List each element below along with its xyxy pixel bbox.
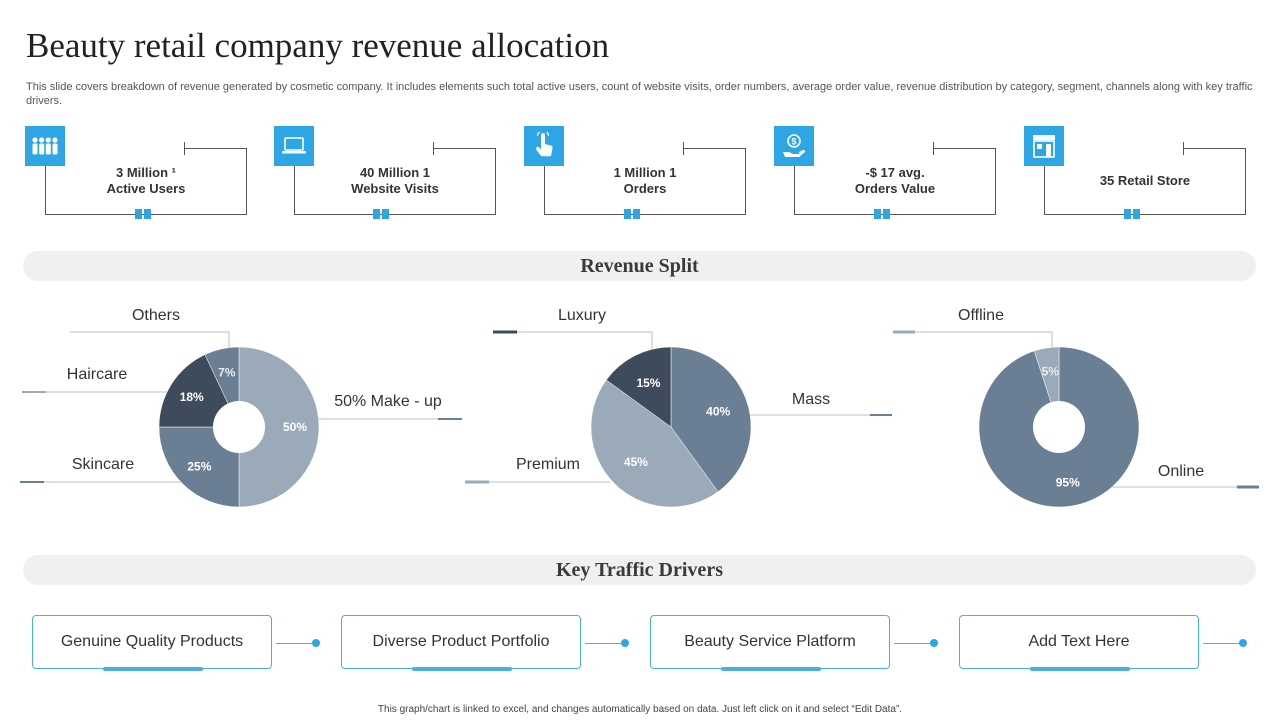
revenue-split-header: Revenue Split <box>23 251 1256 281</box>
chart-category: 50% 25% 18% 7% <box>158 346 320 508</box>
legend-makeup: 50% Make - up <box>334 393 442 410</box>
legend-mass: Mass <box>792 391 830 408</box>
data-label: 95% <box>1056 475 1080 489</box>
legend-premium: Premium <box>516 456 580 473</box>
kpi-label: -$ 17 avg. Orders Value <box>854 165 936 196</box>
tap-hand-icon <box>524 126 564 166</box>
legend-skincare: Skincare <box>72 456 134 473</box>
driver-card: Genuine Quality Products <box>32 615 272 671</box>
pie-slice-luxury <box>605 346 672 428</box>
laptop-icon <box>274 126 314 166</box>
kpi-card-active-users: 3 Million ¹ Active Users <box>25 126 255 222</box>
money-hand-icon: $ <box>774 126 814 166</box>
driver-card: Beauty Service Platform <box>650 615 890 671</box>
kpi-label: 1 Million 1 Orders <box>613 165 677 196</box>
legend-luxury: Luxury <box>558 307 606 324</box>
users-icon <box>25 126 65 166</box>
svg-text:$: $ <box>791 137 796 147</box>
chart-channel: 95% 5% <box>978 346 1140 508</box>
data-label: 5% <box>1042 365 1060 379</box>
pie-slice-premium <box>590 379 719 508</box>
kpi-card-retail-store: 35 Retail Store <box>1024 126 1254 222</box>
store-icon <box>1024 126 1064 166</box>
kpi-card-orders-value: $ -$ 17 avg. Orders Value <box>774 126 1004 222</box>
kpi-card-orders: 1 Million 1 Orders <box>524 126 754 222</box>
data-label: 50% <box>283 420 307 434</box>
driver-label: Beauty Service Platform <box>684 633 856 650</box>
pie-slice-make-up <box>238 346 320 508</box>
data-label: 45% <box>624 455 648 469</box>
kpi-label: 35 Retail Store <box>1099 173 1191 188</box>
kpi-label: 3 Million ¹ Active Users <box>106 165 186 196</box>
donut-hole <box>1033 401 1085 453</box>
kpi-card-website-visits: 40 Million 1 Website Visits <box>274 126 504 222</box>
page-description: This slide covers breakdown of revenue g… <box>26 81 1253 107</box>
chart-category-legends: Others Haircare Skincare 50% Make - up <box>20 307 462 483</box>
data-label: 7% <box>218 365 236 379</box>
driver-label: Diverse Product Portfolio <box>372 633 550 650</box>
driver-label: Add Text Here <box>1028 633 1130 650</box>
pie-slice-haircare <box>158 354 240 428</box>
revenue-split-charts: Others Haircare Skincare 50% Make - up 5… <box>20 307 1259 508</box>
legend-offline: Offline <box>958 307 1004 324</box>
legend-haircare: Haircare <box>67 366 128 383</box>
data-label: 18% <box>180 390 204 404</box>
donut-hole <box>213 401 265 453</box>
key-traffic-drivers-header: Key Traffic Drivers <box>23 555 1256 585</box>
page-title: Beauty retail company revenue allocation <box>26 26 610 65</box>
chart-segment-legends: Luxury Premium Mass <box>465 307 892 484</box>
legend-others: Others <box>132 307 180 324</box>
footnote: This graph/chart is linked to excel, and… <box>377 704 903 715</box>
driver-card: Add Text Here <box>959 615 1199 671</box>
chart-channel-legends: Offline Online <box>893 307 1259 489</box>
kpi-label: 40 Million 1 Website Visits <box>351 165 439 196</box>
data-label: 25% <box>187 460 211 474</box>
data-label: 40% <box>706 405 730 419</box>
pie-slice-skincare <box>158 426 240 508</box>
data-label: 15% <box>636 376 660 390</box>
pie-slice-mass <box>670 346 752 493</box>
chart-segment: 40% 45% 15% <box>590 346 752 508</box>
driver-label: Genuine Quality Products <box>60 633 244 650</box>
driver-card: Diverse Product Portfolio <box>341 615 581 671</box>
legend-online: Online <box>1158 463 1204 480</box>
